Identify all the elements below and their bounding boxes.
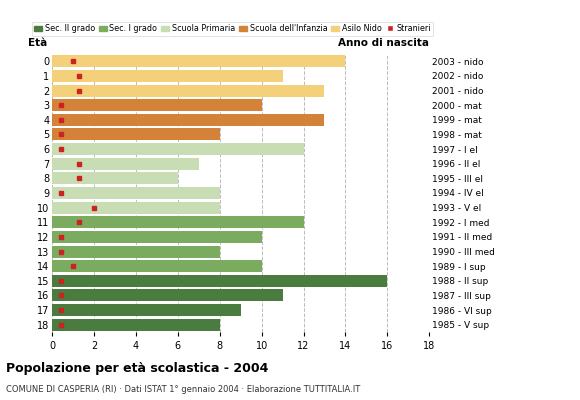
Bar <box>52 319 220 331</box>
Bar <box>52 114 324 126</box>
Bar <box>52 304 241 316</box>
Text: Popolazione per età scolastica - 2004: Popolazione per età scolastica - 2004 <box>6 362 268 375</box>
Bar <box>52 99 262 111</box>
Bar <box>52 275 387 287</box>
Bar <box>52 187 220 199</box>
Bar <box>52 260 262 272</box>
Bar <box>52 202 220 214</box>
Text: COMUNE DI CASPERIA (RI) · Dati ISTAT 1° gennaio 2004 · Elaborazione TUTTITALIA.I: COMUNE DI CASPERIA (RI) · Dati ISTAT 1° … <box>6 385 360 394</box>
Text: Anno di nascita: Anno di nascita <box>338 38 429 48</box>
Bar <box>52 70 282 82</box>
Bar <box>52 216 303 228</box>
Bar <box>52 290 282 302</box>
Bar <box>52 172 178 184</box>
Bar <box>52 84 324 96</box>
Bar <box>52 143 303 155</box>
Bar <box>52 246 220 258</box>
Text: Età: Età <box>28 38 47 48</box>
Bar <box>52 55 346 67</box>
Legend: Sec. II grado, Sec. I grado, Scuola Primaria, Scuola dell'Infanzia, Asilo Nido, : Sec. II grado, Sec. I grado, Scuola Prim… <box>32 22 433 36</box>
Bar <box>52 128 220 140</box>
Bar <box>52 231 262 243</box>
Bar <box>52 158 199 170</box>
